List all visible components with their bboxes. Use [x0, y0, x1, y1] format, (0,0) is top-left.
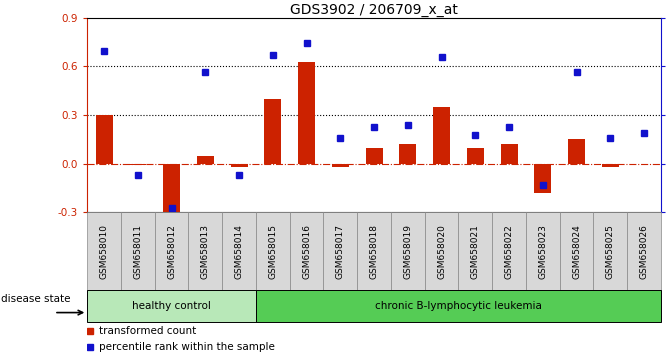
Bar	[627, 212, 661, 290]
Text: transformed count: transformed count	[99, 326, 196, 336]
Text: GSM658018: GSM658018	[370, 224, 378, 279]
Bar	[197, 156, 214, 164]
Bar	[121, 212, 155, 290]
Bar	[534, 164, 552, 193]
Bar	[425, 212, 458, 290]
Bar	[433, 107, 450, 164]
Bar	[593, 212, 627, 290]
Bar	[87, 212, 121, 290]
Bar	[391, 212, 425, 290]
Text: GSM658026: GSM658026	[639, 224, 649, 279]
Text: percentile rank within the sample: percentile rank within the sample	[99, 342, 274, 352]
Text: GSM658020: GSM658020	[437, 224, 446, 279]
Bar	[189, 212, 222, 290]
Bar	[366, 148, 382, 164]
Text: GSM658013: GSM658013	[201, 224, 210, 279]
Bar	[526, 212, 560, 290]
Bar	[357, 212, 391, 290]
Bar	[256, 212, 290, 290]
Bar	[332, 164, 349, 167]
Text: disease state: disease state	[1, 294, 70, 304]
Bar	[130, 164, 146, 165]
Text: GSM658016: GSM658016	[302, 224, 311, 279]
Bar	[560, 212, 593, 290]
Text: GSM658023: GSM658023	[538, 224, 548, 279]
Text: GSM658010: GSM658010	[99, 224, 109, 279]
Text: GSM658011: GSM658011	[134, 224, 142, 279]
Bar	[290, 212, 323, 290]
Text: chronic B-lymphocytic leukemia: chronic B-lymphocytic leukemia	[375, 301, 542, 311]
Text: GSM658014: GSM658014	[235, 224, 244, 279]
Bar	[155, 212, 189, 290]
Text: GSM658015: GSM658015	[268, 224, 277, 279]
Text: GSM658017: GSM658017	[336, 224, 345, 279]
Text: GSM658024: GSM658024	[572, 224, 581, 279]
Bar	[163, 164, 180, 216]
Bar	[222, 212, 256, 290]
Bar	[298, 62, 315, 164]
Bar	[602, 164, 619, 167]
Bar	[256, 290, 661, 322]
Text: GSM658022: GSM658022	[505, 224, 513, 279]
Bar	[87, 290, 256, 322]
Text: GSM658012: GSM658012	[167, 224, 176, 279]
Bar	[96, 115, 113, 164]
Text: GSM658025: GSM658025	[606, 224, 615, 279]
Bar	[231, 164, 248, 167]
Text: GSM658019: GSM658019	[403, 224, 413, 279]
Bar	[399, 144, 416, 164]
Text: GSM658021: GSM658021	[471, 224, 480, 279]
Bar	[501, 144, 517, 164]
Bar	[493, 212, 526, 290]
Text: healthy control: healthy control	[132, 301, 211, 311]
Title: GDS3902 / 206709_x_at: GDS3902 / 206709_x_at	[290, 3, 458, 17]
Bar	[467, 148, 484, 164]
Bar	[264, 99, 281, 164]
Bar	[323, 212, 357, 290]
Bar	[568, 139, 585, 164]
Bar	[458, 212, 493, 290]
